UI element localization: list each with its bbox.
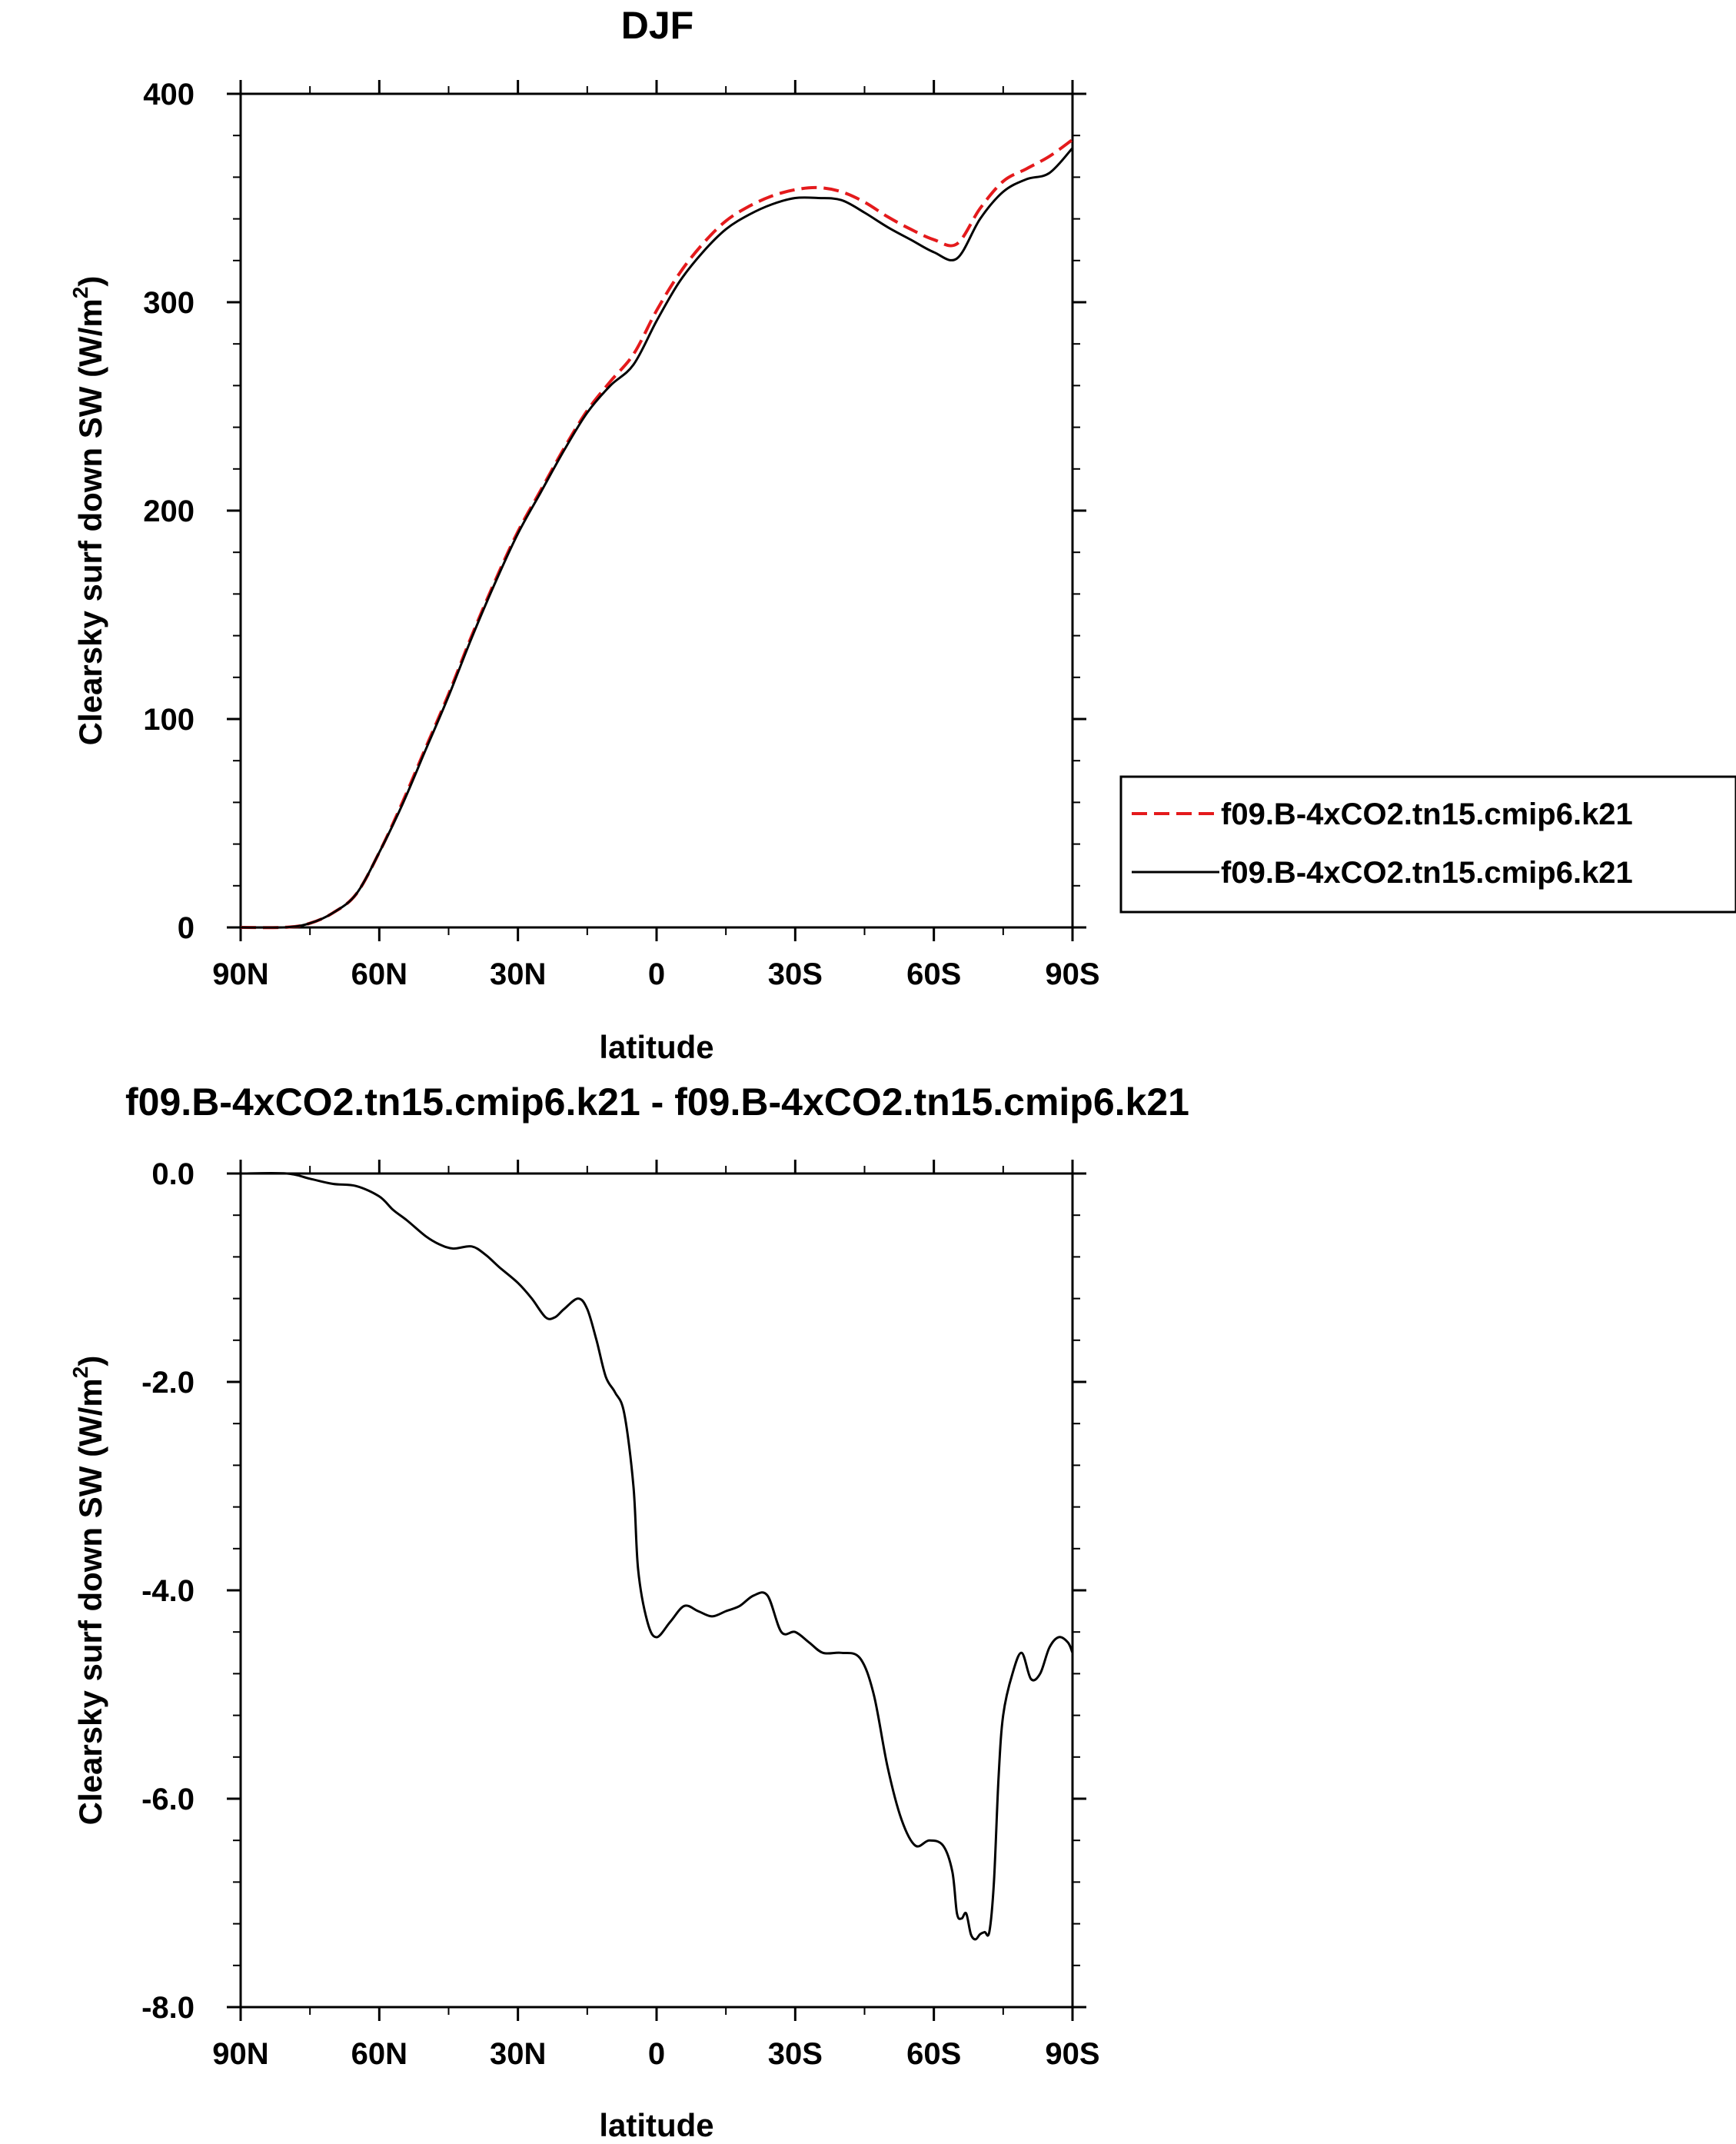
top-y-axis-label-main: Clearsky surf down SW (W/m bbox=[72, 298, 108, 745]
top-y-axis-label-end: ) bbox=[72, 276, 108, 287]
top-y-tick-labels: 0 100 200 300 400 bbox=[143, 78, 195, 945]
bottom-y-axis-label-sup: 2 bbox=[68, 1367, 92, 1379]
top-tick-marks bbox=[227, 80, 1086, 941]
top-panel: DJF 0 100 200 300 400 90N 60N 30N 0 30S 60S 90S la… bbox=[68, 4, 1736, 1065]
legend-entry-black: f09.B-4xCO2.tn15.cmip6.k21 bbox=[1221, 856, 1633, 890]
bottom-tick-marks bbox=[227, 1160, 1086, 2021]
x-tick-label: 90N bbox=[212, 2037, 268, 2071]
y-tick-label: 0 bbox=[178, 911, 195, 945]
series-line-red-dashed bbox=[240, 138, 1074, 930]
legend: f09.B-4xCO2.tn15.cmip6.k21 f09.B-4xCO2.t… bbox=[1119, 775, 1736, 914]
bottom-y-tick-labels: 0.0 -2.0 -4.0 -6.0 -8.0 bbox=[141, 1157, 195, 2025]
bottom-panel: f09.B-4xCO2.tn15.cmip6.k21 - f09.B-4xCO2… bbox=[68, 1080, 1189, 2143]
x-tick-label: 60S bbox=[906, 2037, 961, 2071]
x-tick-label: 30N bbox=[490, 957, 546, 991]
top-y-axis-label: Clearsky surf down SW (W/m2) bbox=[68, 276, 108, 746]
bottom-y-axis-label: Clearsky surf down SW (W/m2) bbox=[68, 1356, 108, 1826]
x-tick-label: 30S bbox=[768, 957, 823, 991]
x-tick-label: 90N bbox=[212, 957, 268, 991]
x-tick-label: 60S bbox=[906, 957, 961, 991]
y-tick-label: -8.0 bbox=[141, 1991, 195, 2025]
bottom-plot-frame bbox=[239, 1172, 1074, 2009]
x-tick-label: 0 bbox=[648, 2037, 665, 2071]
y-tick-label: 100 bbox=[143, 703, 195, 737]
top-x-axis-label: latitude bbox=[599, 1029, 713, 1065]
y-tick-label: 200 bbox=[143, 494, 195, 528]
legend-entry-red: f09.B-4xCO2.tn15.cmip6.k21 bbox=[1221, 797, 1633, 831]
x-tick-label: 60N bbox=[351, 2037, 407, 2071]
bottom-y-axis-label-main: Clearsky surf down SW (W/m bbox=[72, 1378, 108, 1825]
x-tick-label: 30N bbox=[490, 2037, 546, 2071]
series-line-black-solid bbox=[240, 1172, 1074, 1941]
top-y-axis-label-sup: 2 bbox=[68, 287, 92, 299]
top-chart-title: DJF bbox=[621, 4, 693, 47]
top-x-tick-labels: 90N 60N 30N 0 30S 60S 90S bbox=[212, 957, 1099, 991]
y-tick-label: 300 bbox=[143, 286, 195, 320]
bottom-y-axis-label-end: ) bbox=[72, 1356, 108, 1367]
y-tick-label: -2.0 bbox=[141, 1366, 195, 1400]
x-tick-label: 0 bbox=[648, 957, 665, 991]
top-series-lines bbox=[240, 138, 1074, 930]
y-tick-label: -6.0 bbox=[141, 1783, 195, 1816]
top-plot-frame bbox=[239, 92, 1074, 929]
x-tick-label: 60N bbox=[351, 957, 407, 991]
y-tick-label: 400 bbox=[143, 78, 195, 112]
x-tick-label: 90S bbox=[1045, 957, 1099, 991]
series-line-black-solid bbox=[240, 147, 1074, 929]
x-tick-label: 90S bbox=[1045, 2037, 1099, 2071]
bottom-series-lines bbox=[240, 1172, 1074, 1941]
bottom-x-axis-label: latitude bbox=[599, 2107, 713, 2143]
bottom-x-tick-labels: 90N 60N 30N 0 30S 60S 90S bbox=[212, 2037, 1099, 2071]
y-tick-label: 0.0 bbox=[151, 1157, 195, 1191]
legend-frame bbox=[1119, 775, 1736, 914]
bottom-chart-title: f09.B-4xCO2.tn15.cmip6.k21 - f09.B-4xCO2… bbox=[125, 1080, 1189, 1124]
y-tick-label: -4.0 bbox=[141, 1574, 195, 1608]
x-tick-label: 30S bbox=[768, 2037, 823, 2071]
